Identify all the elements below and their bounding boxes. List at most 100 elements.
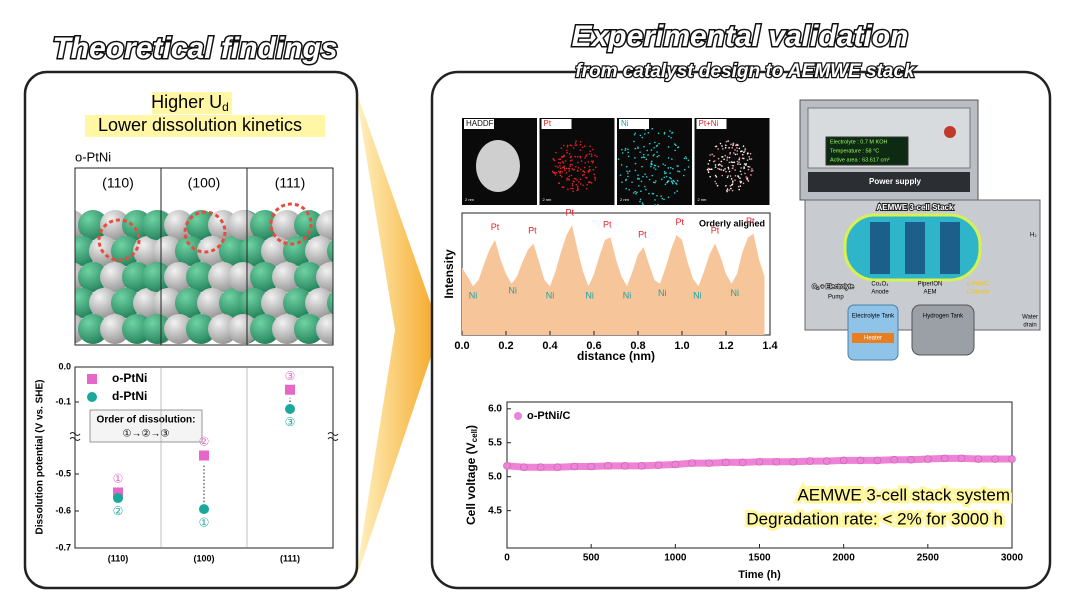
eds-dot [650, 160, 653, 163]
model-label: o-PtNi [75, 149, 111, 164]
eds-dot [739, 180, 741, 183]
atom [164, 314, 194, 344]
point [113, 487, 123, 498]
legend-label: o-PtNi [112, 371, 147, 385]
element-label: Ni [693, 290, 702, 300]
eds-dot [570, 187, 572, 190]
atom [305, 288, 333, 318]
point [873, 456, 882, 465]
eds-dot [627, 175, 629, 178]
eds-dot [561, 160, 564, 163]
eds-dot [663, 131, 666, 134]
annotation: Order of dissolution: [97, 415, 196, 426]
highlight-sub: d [222, 100, 229, 114]
eds-dot [707, 171, 710, 174]
eds-dot [560, 147, 563, 150]
eds-dot [669, 172, 671, 174]
eds-dot [634, 190, 636, 193]
element-label: Pt [491, 222, 500, 232]
eds-dot [579, 155, 582, 158]
eds-dot [581, 146, 584, 149]
eds-dot [733, 152, 735, 154]
eds-dot [559, 162, 562, 164]
eds-dot [708, 159, 711, 162]
eds-dot [628, 170, 631, 172]
eds-dot [670, 136, 672, 139]
eds-dot [720, 160, 723, 163]
atom [111, 288, 141, 318]
eds-dot [667, 167, 670, 169]
eds-dot [563, 144, 565, 147]
eds-dot [572, 187, 574, 190]
eds-dot [676, 165, 678, 167]
eds-dot [713, 155, 715, 157]
eds-dot [585, 155, 587, 157]
eds-dot [663, 132, 666, 135]
eds-dot [740, 167, 742, 169]
facet-label: (100) [188, 175, 221, 191]
arrow [355, 88, 440, 582]
annotation-box [89, 409, 203, 443]
atom [261, 288, 291, 318]
atom [272, 262, 302, 292]
eds-dot [654, 181, 656, 184]
eds-dot [734, 169, 736, 171]
eds-dot [638, 185, 640, 187]
eds-dot [579, 178, 582, 181]
eds-dot [709, 154, 711, 156]
eds-dot [582, 184, 584, 187]
eds-dot [648, 178, 651, 181]
eds-dot [719, 142, 722, 145]
y-axis-label-sub: cell [470, 429, 479, 442]
y-tick-label: -0.7 [55, 542, 71, 552]
eds-dot [737, 163, 739, 165]
eds-dot [733, 161, 736, 164]
eds-dot [652, 181, 655, 184]
eds-dot [657, 203, 659, 206]
display-text: Active area : 63.617 cm² [830, 157, 890, 163]
eds-dot [590, 160, 593, 163]
axis-break [69, 432, 81, 441]
x-tick-label: 0.2 [498, 340, 513, 352]
eds-dot [558, 182, 561, 185]
point [924, 455, 932, 463]
eds-dot [552, 171, 555, 174]
x-tick-label: 0 [504, 553, 510, 564]
eds-dot [589, 150, 591, 152]
eds-dot [557, 170, 560, 173]
eds-dot [634, 169, 637, 172]
eds-dot [658, 154, 660, 157]
atom [316, 314, 333, 344]
atom [142, 210, 172, 240]
point [604, 462, 612, 470]
eds-dot [732, 180, 734, 182]
plot-frame [74, 366, 334, 549]
eds-dot [654, 199, 656, 201]
eds-image [617, 118, 692, 205]
eds-dot [732, 167, 734, 169]
eds-dot [728, 170, 731, 173]
point [654, 461, 663, 469]
facet-label: (111) [275, 175, 306, 191]
eds-dot [747, 165, 750, 168]
rank-label: ③ [285, 369, 296, 383]
eds-dot [731, 181, 734, 184]
atom [197, 288, 227, 318]
eds-dot [727, 168, 730, 170]
eds-dot [588, 181, 590, 183]
eds-dot [569, 163, 572, 166]
eds-dot [585, 176, 587, 179]
eds-dot [572, 180, 575, 183]
atom [316, 262, 333, 292]
eds-dot [634, 157, 636, 159]
eds-dot [732, 161, 734, 164]
point [587, 462, 595, 471]
eds-dot [593, 173, 596, 176]
eds-dot [568, 153, 571, 155]
eds-dot [591, 148, 594, 151]
eds-dot [707, 163, 710, 165]
eds-dot [567, 178, 570, 180]
eds-dot [672, 167, 674, 170]
eds-dot [730, 187, 732, 190]
eds-dot [656, 155, 659, 158]
